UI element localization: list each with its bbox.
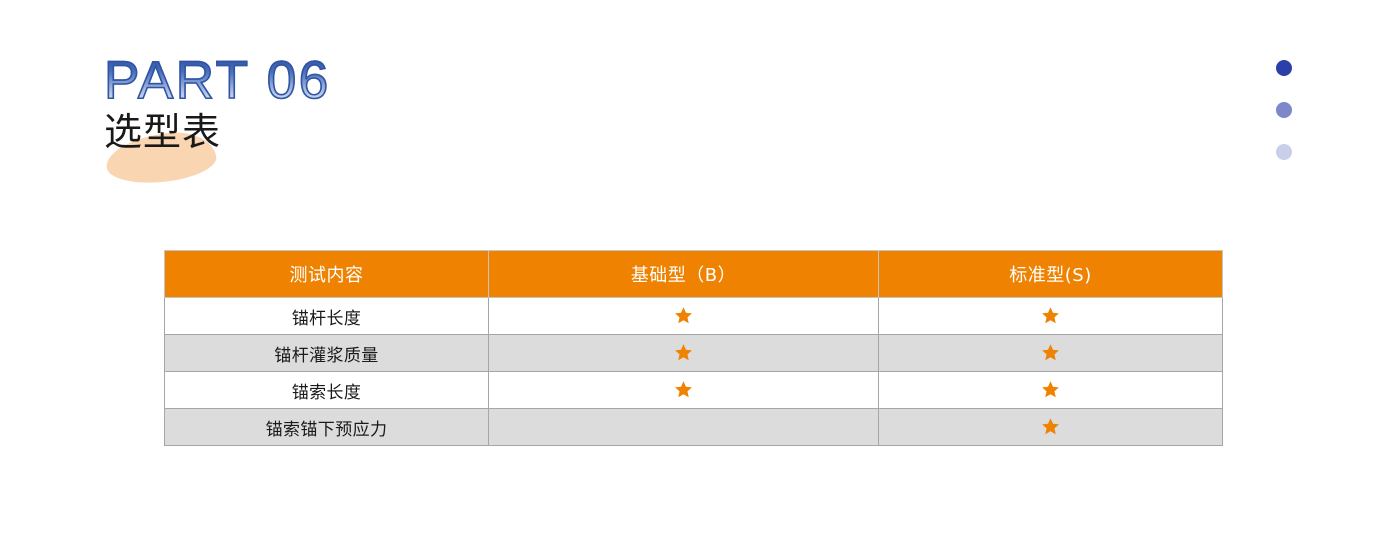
table-body: 锚杆长度 锚杆灌浆质量 bbox=[164, 297, 1223, 446]
decorative-dots-group bbox=[1276, 60, 1300, 170]
cell-basic-rating-empty bbox=[488, 408, 879, 446]
cell-basic-rating bbox=[488, 297, 879, 335]
cell-test-item: 锚杆灌浆质量 bbox=[164, 334, 489, 372]
section-number-label: PART 06 bbox=[103, 51, 331, 111]
decorative-dot-icon bbox=[1276, 144, 1292, 160]
cell-standard-rating bbox=[878, 297, 1223, 335]
table-row: 锚索长度 bbox=[164, 371, 1223, 409]
table-header-row: 测试内容 基础型（B） 标准型(S) bbox=[164, 250, 1223, 298]
decorative-dot-icon bbox=[1276, 102, 1292, 118]
star-icon bbox=[1041, 343, 1060, 362]
table-header: 测试内容 基础型（B） 标准型(S) bbox=[164, 250, 1223, 298]
star-icon bbox=[674, 306, 693, 325]
cell-basic-rating bbox=[488, 371, 879, 409]
cell-test-item: 锚杆长度 bbox=[164, 297, 489, 335]
star-icon bbox=[1041, 417, 1060, 436]
table-row: 锚杆长度 bbox=[164, 297, 1223, 335]
title-block: PART 06 选型表 bbox=[103, 51, 564, 192]
cell-standard-rating bbox=[878, 334, 1223, 372]
star-icon bbox=[674, 380, 693, 399]
cell-standard-rating bbox=[878, 371, 1223, 409]
table-row: 锚杆灌浆质量 bbox=[164, 334, 1223, 372]
column-header-test-item: 测试内容 bbox=[164, 250, 489, 298]
column-header-standard-type: 标准型(S) bbox=[878, 250, 1223, 298]
decorative-dot-icon bbox=[1276, 60, 1292, 76]
selection-comparison-table: 测试内容 基础型（B） 标准型(S) 锚杆长度 bbox=[164, 250, 1223, 446]
page-title: 选型表 bbox=[104, 110, 222, 154]
cell-test-item: 锚索锚下预应力 bbox=[164, 408, 489, 446]
column-header-basic-type: 基础型（B） bbox=[488, 250, 879, 298]
table-row: 锚索锚下预应力 bbox=[164, 408, 1223, 446]
cell-basic-rating bbox=[488, 334, 879, 372]
star-icon bbox=[674, 343, 693, 362]
cell-test-item: 锚索长度 bbox=[164, 371, 489, 409]
cell-standard-rating bbox=[878, 408, 1223, 446]
star-icon bbox=[1041, 380, 1060, 399]
star-icon bbox=[1041, 306, 1060, 325]
